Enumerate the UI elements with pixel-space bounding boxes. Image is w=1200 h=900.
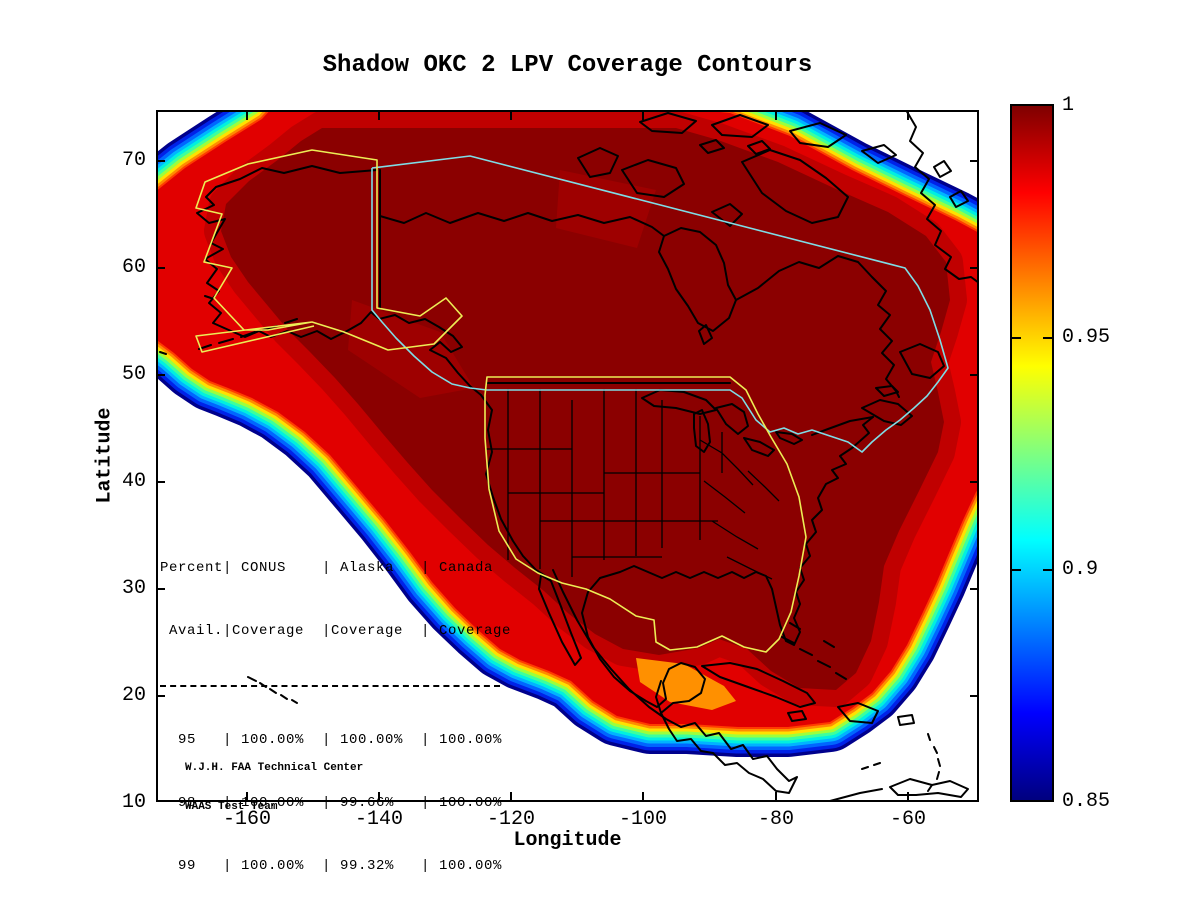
colorbar-label: 0.9	[1062, 558, 1099, 581]
coastlines	[159, 109, 980, 802]
y-tick-label: 60	[121, 256, 146, 279]
labrador-quebec-coast	[735, 255, 900, 398]
table-header-line-2: Avail.|Coverage |Coverage | Coverage	[160, 623, 512, 639]
coverage-table: Percent| CONUS | Alaska | Canada Avail.|…	[160, 516, 511, 900]
mexico-east-yucatan	[581, 577, 706, 714]
greenland-coast	[905, 109, 980, 284]
nova-scotia	[861, 399, 913, 426]
colorbar-tick	[1012, 569, 1021, 571]
mexico-west-coast	[552, 569, 682, 728]
colorbar-tick	[1012, 337, 1021, 339]
colorbar-tick	[1043, 569, 1052, 571]
colorbar-tick	[1043, 337, 1052, 339]
x-tick-label: -120	[486, 808, 535, 831]
hudson-bay	[658, 227, 737, 345]
arctic-islands	[577, 112, 897, 227]
x-tick-label: -80	[757, 808, 794, 831]
island-dashes	[781, 622, 941, 792]
axis-ticks	[157, 112, 978, 800]
us-gulf-east-coast	[599, 416, 874, 646]
y-tick-label: 50	[121, 363, 146, 386]
x-tick-label: -100	[618, 808, 667, 831]
conus-boundary	[484, 376, 807, 653]
colorbar-label: 0.95	[1062, 326, 1111, 349]
colorbar	[1010, 104, 1054, 802]
table-row: 95 | 100.00% | 100.00% | 100.00%	[160, 732, 503, 748]
table-separator	[160, 685, 500, 687]
plot-area	[156, 110, 979, 802]
x-tick-label: -140	[354, 808, 403, 831]
x-tick-label: -160	[222, 808, 271, 831]
central-america	[655, 680, 798, 794]
aleutian-islands	[159, 295, 298, 355]
arctic-mainland-coast	[379, 212, 665, 237]
newfoundland	[875, 343, 945, 397]
y-tick-label: 30	[121, 577, 146, 600]
faa-annotation: W.J.H. FAA Technical Center WAAS Test Te…	[185, 736, 363, 840]
table-row: 98 | 100.00% | 99.66% | 100.00%	[160, 795, 503, 811]
alaska-boundary	[195, 149, 463, 353]
title-line-1: Shadow OKC 2 LPV Coverage Contours	[322, 52, 813, 79]
map-svg	[156, 110, 979, 802]
x-axis-title: Longitude	[513, 829, 622, 852]
y-tick-label: 10	[121, 791, 146, 814]
waas-region-boundaries	[195, 149, 949, 653]
y-tick-label: 40	[121, 470, 146, 493]
colorbar-label: 1	[1062, 94, 1075, 117]
plot-frame	[156, 110, 979, 802]
us-canada-border	[379, 169, 731, 384]
table-row: 99 | 100.00% | 99.32% | 100.00%	[160, 858, 503, 874]
faa-annotation-line-1: W.J.H. FAA Technical Center	[185, 762, 364, 774]
faa-annotation-line-2: WAAS Test Team	[185, 801, 278, 813]
y-tick-label: 20	[121, 684, 146, 707]
cuba-hispaniola	[701, 662, 915, 726]
baja-california	[538, 574, 582, 666]
canada-boundary	[371, 155, 949, 453]
table-header-line-1: Percent| CONUS | Alaska | Canada	[160, 560, 494, 576]
great-lakes	[641, 389, 803, 457]
y-tick-label: 70	[121, 149, 146, 172]
south-america-coast	[829, 778, 969, 802]
colorbar-label: 0.85	[1062, 790, 1111, 813]
pacific-coast	[480, 394, 551, 580]
state-borders	[486, 389, 780, 580]
y-axis-title: Latitude	[93, 407, 117, 504]
x-tick-label: -60	[889, 808, 926, 831]
coverage-texture-patches	[348, 170, 736, 710]
